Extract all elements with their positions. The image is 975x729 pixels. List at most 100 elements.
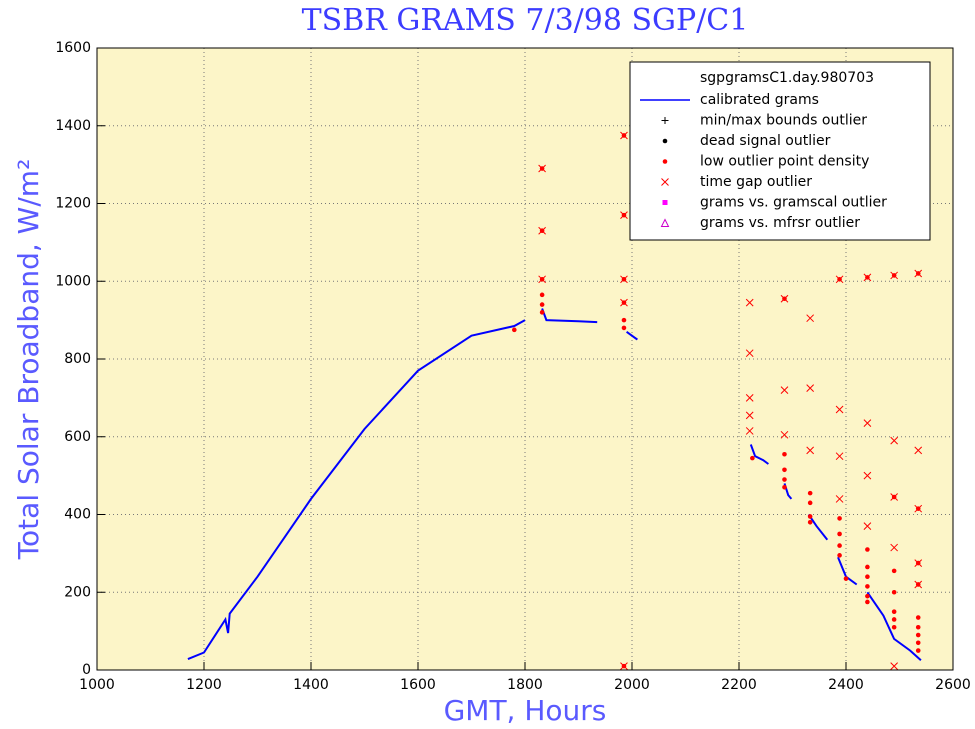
x-marker — [806, 314, 815, 323]
dot-marker — [915, 648, 921, 653]
dot-marker — [807, 514, 813, 519]
y-tick-label: 1200 — [55, 196, 91, 212]
dot-marker — [807, 519, 813, 525]
legend: sgpgramsC1.day.980703 calibrated grams mi… — [629, 61, 931, 241]
x-marker — [890, 493, 899, 501]
x-tick-label: 1000 — [79, 677, 115, 693]
y-axis-label: Total Solar Broadband, W/m² — [12, 159, 45, 561]
x-marker — [863, 419, 872, 427]
x-marker — [863, 273, 872, 282]
x-marker — [890, 662, 899, 670]
dot-marker — [865, 547, 870, 552]
x-marker — [890, 436, 899, 445]
dot-marker — [782, 467, 787, 473]
x-tick-label: 2400 — [828, 677, 864, 693]
x-marker — [780, 294, 789, 303]
x-tick-label: 1200 — [186, 677, 222, 693]
dot-marker — [621, 325, 627, 331]
plot-frame — [96, 47, 954, 671]
x-marker — [620, 275, 628, 284]
chart-title: TSBR GRAMS 7/3/98 SGP/C1 — [302, 3, 749, 38]
x-marker — [890, 271, 899, 280]
dot-marker — [782, 484, 787, 490]
y-tick-label: 800 — [64, 351, 91, 367]
dot-marker — [782, 451, 787, 457]
dot-marker — [539, 302, 545, 307]
dot-marker — [865, 564, 870, 570]
dot-marker — [539, 310, 545, 315]
x-tick-label: 1600 — [400, 677, 436, 693]
x-tick-label: 2200 — [721, 677, 757, 693]
x-marker — [780, 386, 789, 394]
x-marker — [745, 411, 754, 420]
x-marker — [914, 269, 923, 278]
dot-marker — [843, 576, 849, 581]
legend-label: dead signal outlier — [700, 133, 831, 149]
dot-marker — [891, 568, 897, 574]
x-marker — [620, 211, 628, 220]
x-marker — [914, 446, 923, 455]
dot-marker — [512, 327, 517, 333]
square-marker — [662, 200, 668, 205]
x-tick-label: 2000 — [614, 677, 650, 693]
dot-marker — [915, 615, 921, 620]
y-tick-label: 600 — [64, 429, 91, 445]
dot-marker — [865, 584, 870, 589]
legend-label: grams vs. mfrsr outlier — [700, 215, 860, 231]
x-axis-label: GMT, Hours — [444, 694, 607, 727]
dot-marker — [891, 617, 897, 622]
dot-marker — [750, 455, 755, 461]
legend-label: time gap outlier — [700, 174, 812, 190]
dot-marker — [891, 589, 897, 595]
x-marker — [806, 446, 815, 455]
x-marker — [863, 522, 872, 531]
y-tick-label: 1600 — [55, 40, 91, 56]
dot-marker — [891, 624, 897, 630]
x-marker — [538, 164, 546, 173]
plus-marker — [661, 117, 669, 124]
x-marker — [661, 178, 669, 186]
x-tick-label: 1800 — [507, 677, 543, 693]
x-marker — [745, 349, 754, 358]
dot-marker — [865, 593, 870, 599]
x-marker — [835, 495, 844, 503]
x-tick-label: 1400 — [293, 677, 329, 693]
dot-marker — [837, 543, 842, 548]
dot-marker — [915, 624, 921, 630]
y-tick-label: 1000 — [55, 273, 91, 289]
dot-marker — [837, 516, 842, 521]
dot-marker — [865, 599, 870, 605]
x-marker — [914, 504, 923, 513]
dot-marker — [865, 574, 870, 579]
dot-marker — [782, 477, 787, 482]
dot-marker — [915, 632, 921, 638]
y-tick-label: 400 — [64, 507, 91, 523]
x-marker — [745, 427, 754, 435]
dot-marker — [915, 640, 921, 646]
dot-marker — [539, 292, 545, 298]
dot-marker — [807, 500, 813, 506]
x-marker — [914, 559, 923, 567]
x-marker — [780, 430, 789, 439]
x-marker — [835, 452, 844, 461]
legend-label: calibrated grams — [700, 92, 819, 108]
y-tick-label: 1400 — [55, 118, 91, 134]
dot-marker — [837, 553, 842, 558]
x-marker — [835, 405, 844, 414]
legend-label: min/max bounds outlier — [700, 113, 867, 129]
marks — [187, 131, 923, 670]
x-marker — [745, 394, 754, 402]
dot-marker — [662, 159, 668, 164]
x-marker — [538, 226, 546, 235]
x-marker — [620, 131, 628, 140]
dot-marker — [891, 609, 897, 614]
x-marker — [863, 471, 872, 480]
legend-label: low outlier point density — [700, 154, 869, 170]
x-marker — [745, 298, 754, 307]
dot-marker — [662, 138, 668, 144]
dot-marker — [837, 531, 842, 537]
legend-title: sgpgramsC1.day.980703 — [700, 70, 874, 86]
dot-marker — [621, 317, 627, 323]
legend-label: grams vs. gramscal outlier — [700, 195, 887, 211]
x-marker — [914, 580, 923, 589]
